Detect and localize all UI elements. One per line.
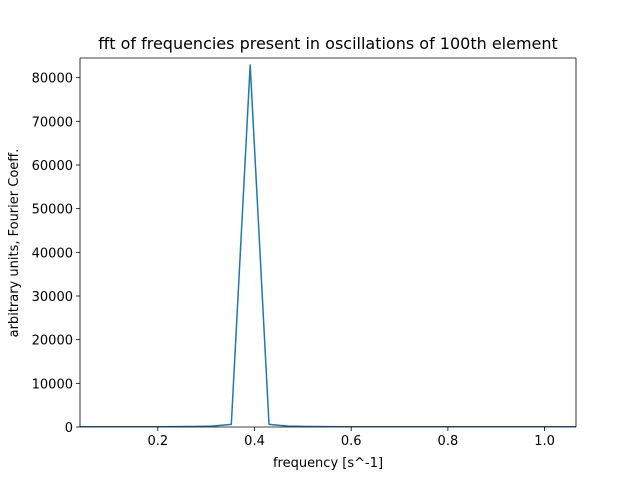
axes: 0.2 0.4 0.6 0.8 1.0 0 10000 20000 30000 40000 5000… — [32, 57, 577, 449]
y-tick-label: 70000 — [32, 115, 73, 130]
y-tick-label: 30000 — [32, 290, 73, 305]
x-tick-label: 0.6 — [341, 434, 362, 449]
x-tick-label: 0.8 — [438, 434, 459, 449]
y-tick-label: 50000 — [32, 203, 73, 218]
y-tick-label: 0 — [65, 421, 73, 436]
y-tick-label: 40000 — [32, 246, 73, 261]
y-tick-label: 20000 — [32, 334, 73, 349]
x-axis-label: frequency [s^-1] — [273, 456, 383, 471]
y-tick-label: 60000 — [32, 159, 73, 174]
x-tick-label: 0.4 — [244, 434, 265, 449]
y-tick-label: 10000 — [32, 377, 73, 392]
x-tick-label: 1.0 — [534, 434, 555, 449]
y-tick-label: 80000 — [32, 72, 73, 87]
x-tick-label: 0.2 — [147, 434, 168, 449]
y-axis-label: arbitrary units, Fourier Coeff. — [7, 149, 22, 338]
chart-title: fft of frequencies present in oscillatio… — [98, 34, 558, 53]
